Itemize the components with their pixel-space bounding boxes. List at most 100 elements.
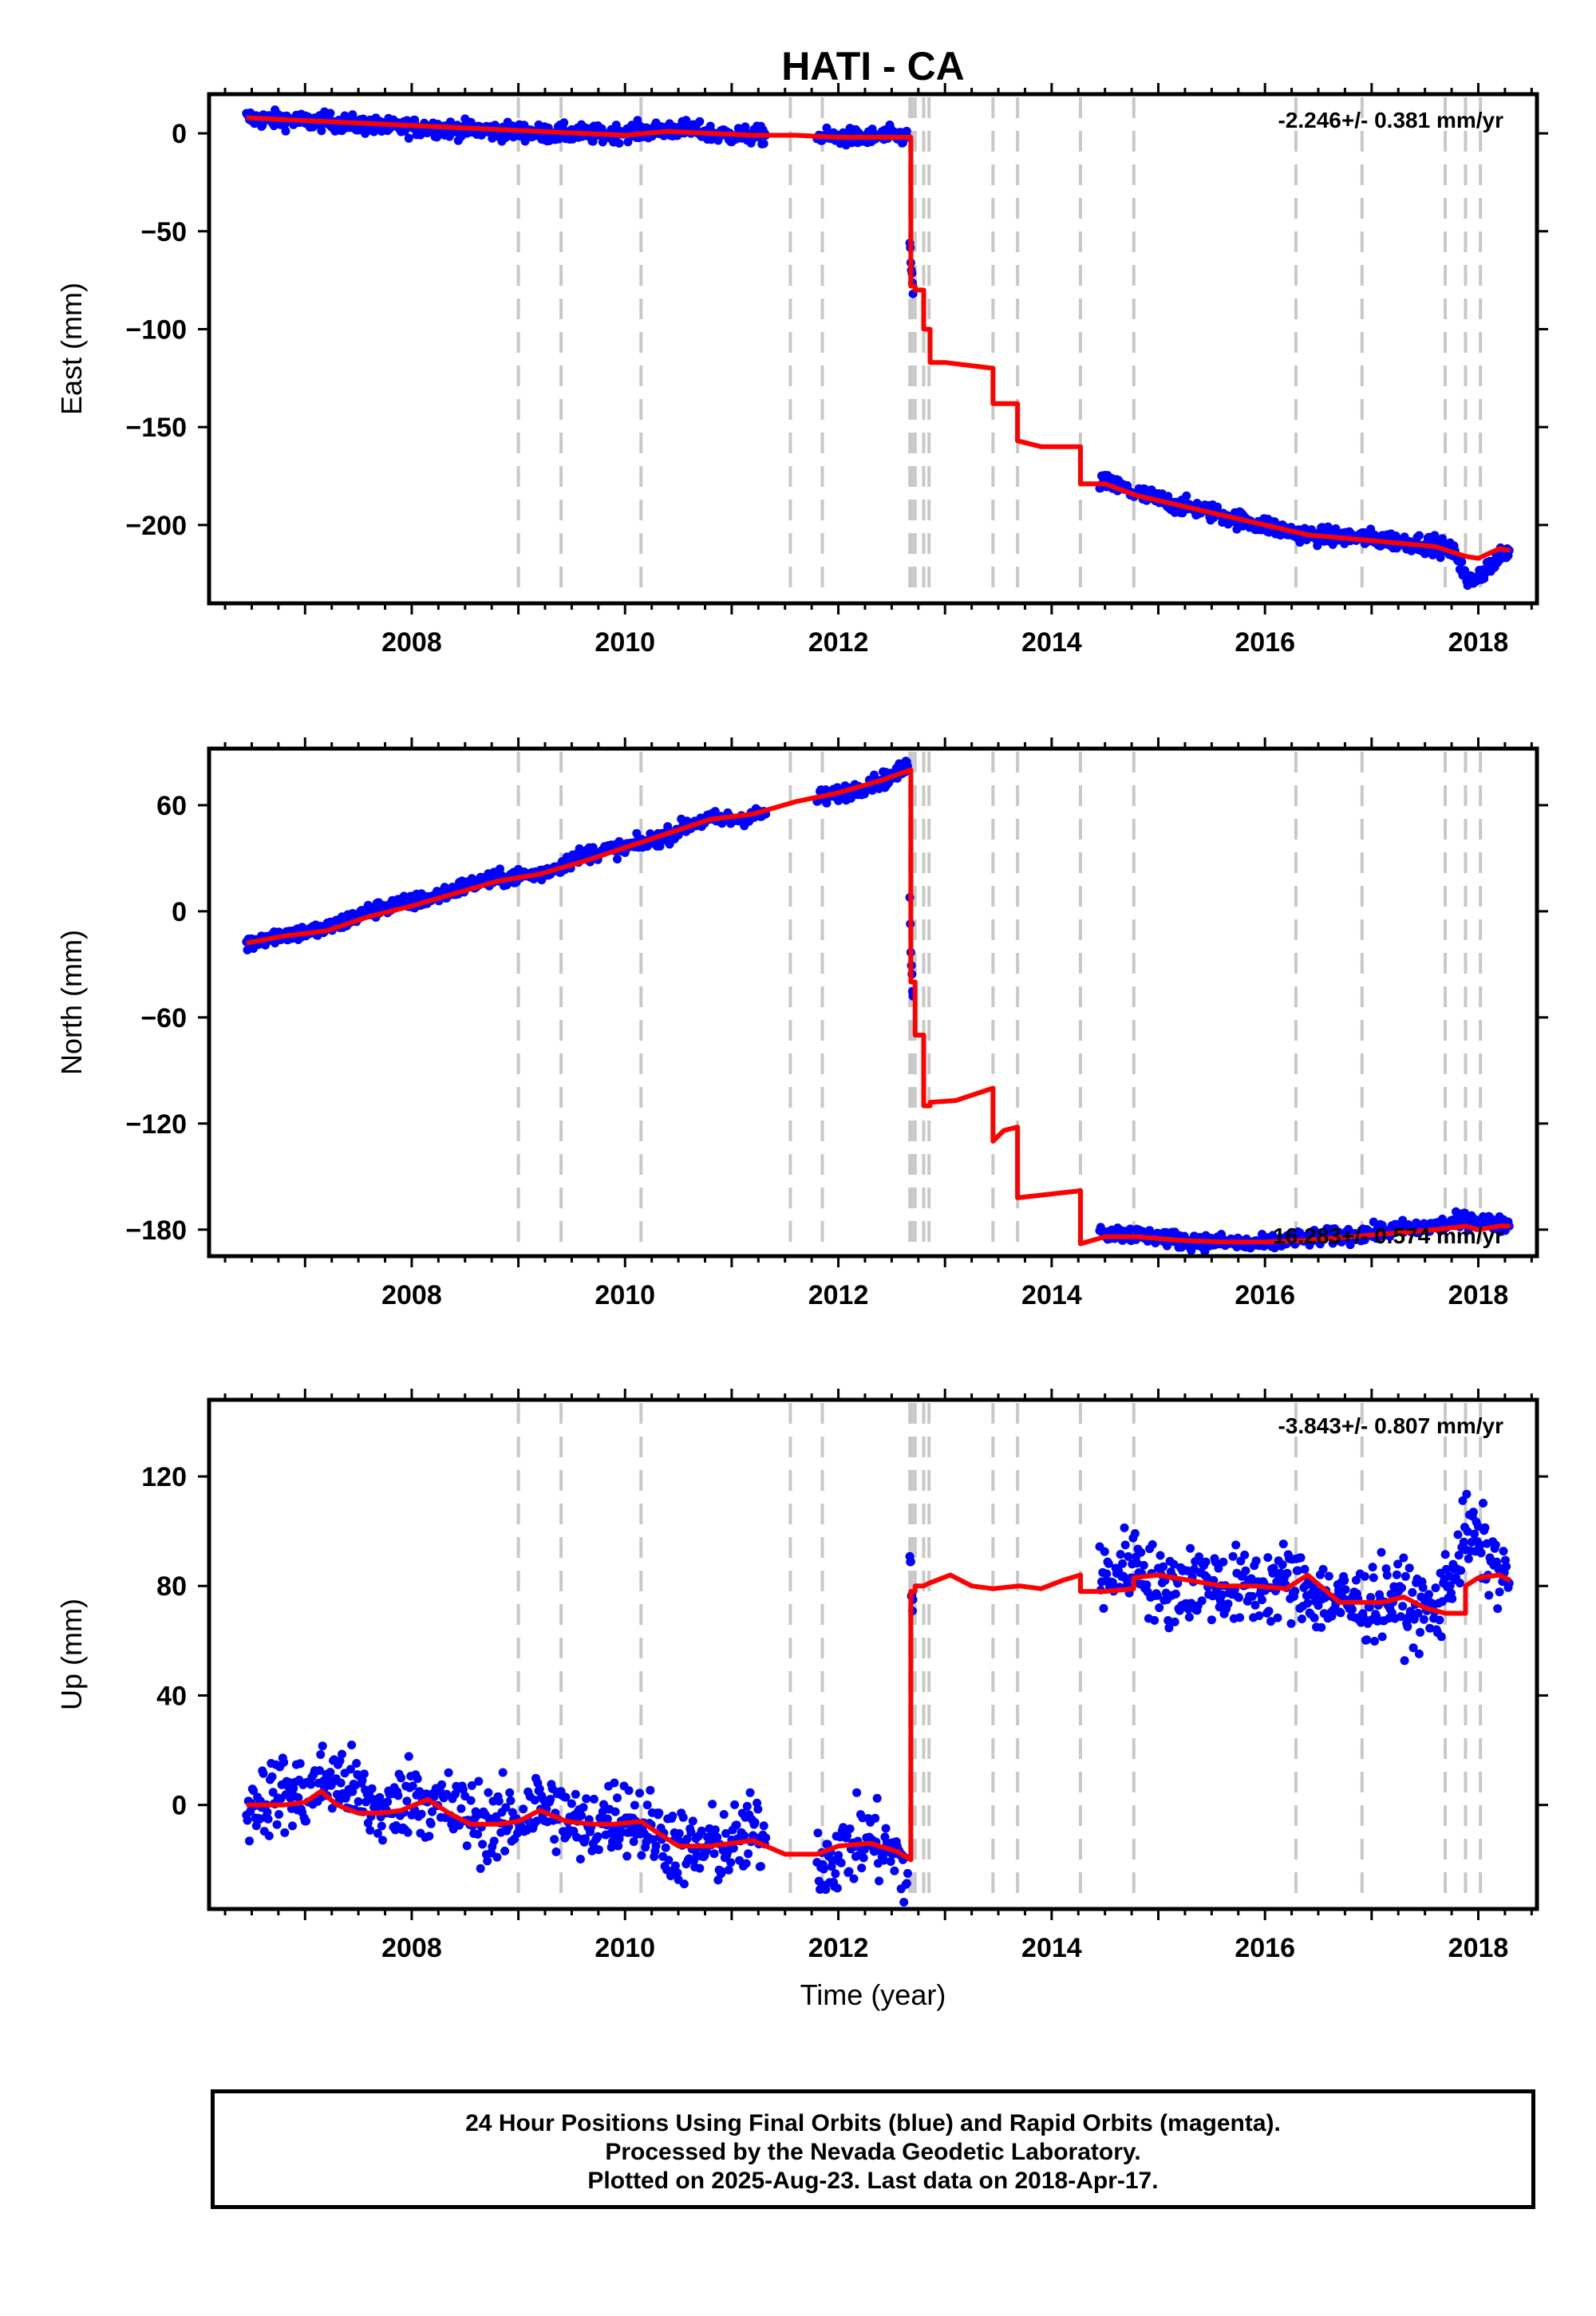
velocity-rate-label: -2.246+/- 0.381 mm/yr xyxy=(1278,108,1503,132)
y-tick-label: −200 xyxy=(125,511,187,541)
data-point xyxy=(1403,1622,1412,1631)
data-point xyxy=(695,117,705,126)
data-point xyxy=(1202,1572,1211,1582)
x-tick-label: 2008 xyxy=(381,627,442,658)
data-point xyxy=(483,1856,492,1866)
data-point xyxy=(1139,1560,1148,1570)
data-point xyxy=(1297,1614,1306,1623)
data-point xyxy=(1365,1603,1374,1612)
data-point xyxy=(1393,1559,1403,1569)
data-point xyxy=(635,1788,644,1798)
model-line xyxy=(246,1572,1511,1863)
x-tick-label: 2012 xyxy=(808,627,869,658)
data-point xyxy=(1448,1594,1457,1603)
data-point xyxy=(859,1853,868,1863)
x-tick-label: 2008 xyxy=(381,1280,442,1310)
data-point xyxy=(757,1862,765,1871)
data-point xyxy=(729,1844,738,1853)
data-point xyxy=(1104,1559,1113,1568)
data-point xyxy=(740,1831,749,1840)
data-point xyxy=(315,1766,324,1775)
data-point xyxy=(661,1843,670,1852)
data-point xyxy=(354,1796,363,1806)
data-point xyxy=(417,1809,426,1819)
data-point xyxy=(879,1856,889,1865)
data-point xyxy=(393,1791,403,1800)
model-line xyxy=(246,767,1511,1247)
data-point xyxy=(1502,1562,1511,1571)
data-point xyxy=(1263,1553,1273,1563)
data-point xyxy=(1258,1595,1266,1605)
data-point xyxy=(316,1750,326,1759)
data-point xyxy=(462,1841,472,1851)
data-point xyxy=(275,1810,283,1819)
y-tick-label: 0 xyxy=(172,119,187,149)
panel-1: 2008 2010 2012 2014 2016 2018 0 −50 −100 −150 −200… xyxy=(55,83,1548,658)
data-point xyxy=(610,1807,620,1816)
data-point xyxy=(629,1837,638,1847)
data-point xyxy=(567,1799,576,1808)
data-point xyxy=(1310,1613,1319,1622)
data-point xyxy=(1269,1563,1278,1573)
data-point xyxy=(1495,1587,1504,1597)
data-point xyxy=(1100,1547,1109,1556)
y-tick-label: 120 xyxy=(141,1462,187,1492)
data-point xyxy=(1130,1529,1140,1538)
data-point xyxy=(1254,1611,1264,1620)
data-point xyxy=(670,1861,680,1871)
data-point xyxy=(1150,1615,1159,1625)
data-point xyxy=(881,1824,891,1833)
panel-3: 2008 2010 2012 2014 2016 2018 120 80 40 0 Up (mm) -… xyxy=(55,1389,1548,1963)
data-point xyxy=(1278,1560,1287,1570)
data-point xyxy=(1404,1563,1414,1573)
data-point xyxy=(580,1834,590,1844)
data-point xyxy=(318,1741,327,1751)
data-point xyxy=(1186,1543,1195,1553)
data-point xyxy=(402,1796,412,1806)
y-axis-label: East (mm) xyxy=(55,283,88,415)
y-tick-label: 40 xyxy=(156,1681,187,1711)
data-point xyxy=(1324,1571,1333,1581)
data-point xyxy=(857,1863,867,1873)
data-point xyxy=(598,1807,607,1816)
data-point xyxy=(902,1879,911,1888)
data-point xyxy=(613,855,622,864)
data-point xyxy=(1266,1617,1275,1626)
data-point xyxy=(1240,1550,1250,1559)
data-point xyxy=(1453,1530,1463,1539)
data-point xyxy=(1341,1585,1350,1595)
data-point xyxy=(326,1768,335,1777)
x-tick-label: 2014 xyxy=(1021,1280,1082,1310)
x-tick-label: 2008 xyxy=(381,1933,442,1963)
y-tick-label: 80 xyxy=(156,1571,187,1602)
data-point xyxy=(1418,1583,1428,1592)
data-point xyxy=(294,1793,303,1802)
data-point xyxy=(724,1865,733,1875)
chart-title: HATI - CA xyxy=(781,44,965,89)
data-point xyxy=(403,1828,413,1837)
data-point xyxy=(377,1821,386,1831)
x-tick-label: 2016 xyxy=(1235,1280,1295,1310)
y-tick-label: −180 xyxy=(125,1215,187,1246)
data-point xyxy=(1457,557,1467,567)
data-point xyxy=(742,1801,752,1811)
data-point xyxy=(890,1866,899,1875)
data-point xyxy=(489,1836,499,1846)
data-point xyxy=(906,1557,915,1567)
data-point xyxy=(466,1796,476,1805)
data-point xyxy=(1219,1557,1228,1567)
data-point xyxy=(1169,1559,1179,1569)
x-tick-label: 2018 xyxy=(1448,627,1509,658)
data-point xyxy=(372,1803,381,1812)
data-point xyxy=(1336,1608,1345,1618)
plot-frame xyxy=(207,92,1539,606)
data-point xyxy=(1294,1566,1302,1575)
data-point xyxy=(674,1828,684,1838)
data-point xyxy=(1156,1551,1165,1560)
y-tick-label: −100 xyxy=(125,314,187,345)
data-point xyxy=(1408,1643,1418,1653)
data-point xyxy=(682,1834,692,1844)
data-point xyxy=(828,1856,837,1865)
data-point xyxy=(352,1759,361,1768)
data-point xyxy=(843,1831,851,1840)
